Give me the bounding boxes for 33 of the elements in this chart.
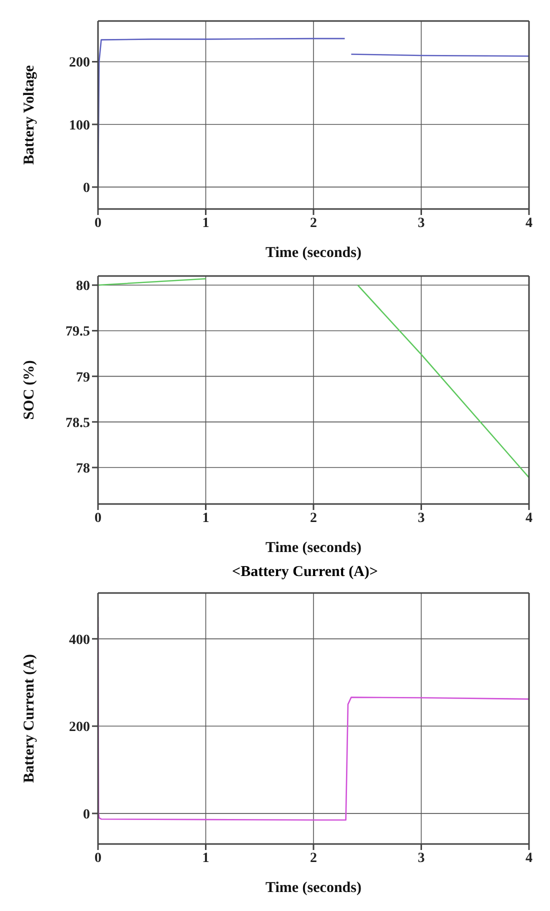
- x-tick-label: 0: [94, 510, 102, 526]
- y-tick-label: 100: [69, 118, 90, 134]
- x-tick-label: 2: [310, 850, 317, 866]
- y-tick-label: 78: [76, 461, 90, 476]
- x-axis-title: Time (seconds): [266, 245, 362, 261]
- y-axis-title: Battery Voltage: [21, 64, 38, 165]
- x-tick-label: 1: [202, 850, 210, 866]
- x-tick-label: 3: [418, 216, 425, 231]
- y-tick-label: 78.5: [66, 416, 90, 431]
- y-tick-label: 0: [83, 807, 90, 822]
- x-tick-label: 0: [94, 216, 102, 231]
- y-axis-title: Battery Current (A): [21, 654, 38, 783]
- y-tick-label: 80: [76, 279, 90, 294]
- x-axis-title: Time (seconds): [266, 540, 362, 556]
- y-tick-label: 0: [83, 181, 90, 196]
- x-tick-label: 4: [526, 216, 532, 231]
- y-tick-label: 200: [69, 720, 90, 736]
- y-tick-label: 79: [76, 370, 90, 386]
- x-tick-label: 4: [526, 510, 532, 526]
- x-axis-title: Time (seconds): [266, 880, 362, 896]
- x-tick-label: 1: [202, 510, 210, 526]
- x-tick-label: 2: [310, 510, 317, 526]
- y-tick-label: 79.5: [66, 324, 90, 340]
- x-tick-label: 1: [202, 216, 210, 231]
- y-tick-label: 400: [69, 632, 90, 648]
- chart-title: <Battery Current (A)>: [231, 564, 379, 581]
- x-tick-label: 3: [418, 850, 425, 866]
- x-tick-label: 2: [310, 216, 317, 231]
- y-axis-title: SOC (%): [21, 360, 38, 420]
- x-tick-label: 0: [94, 850, 102, 866]
- x-tick-label: 3: [418, 510, 425, 526]
- x-tick-label: 4: [526, 850, 532, 866]
- y-tick-label: 200: [69, 56, 90, 71]
